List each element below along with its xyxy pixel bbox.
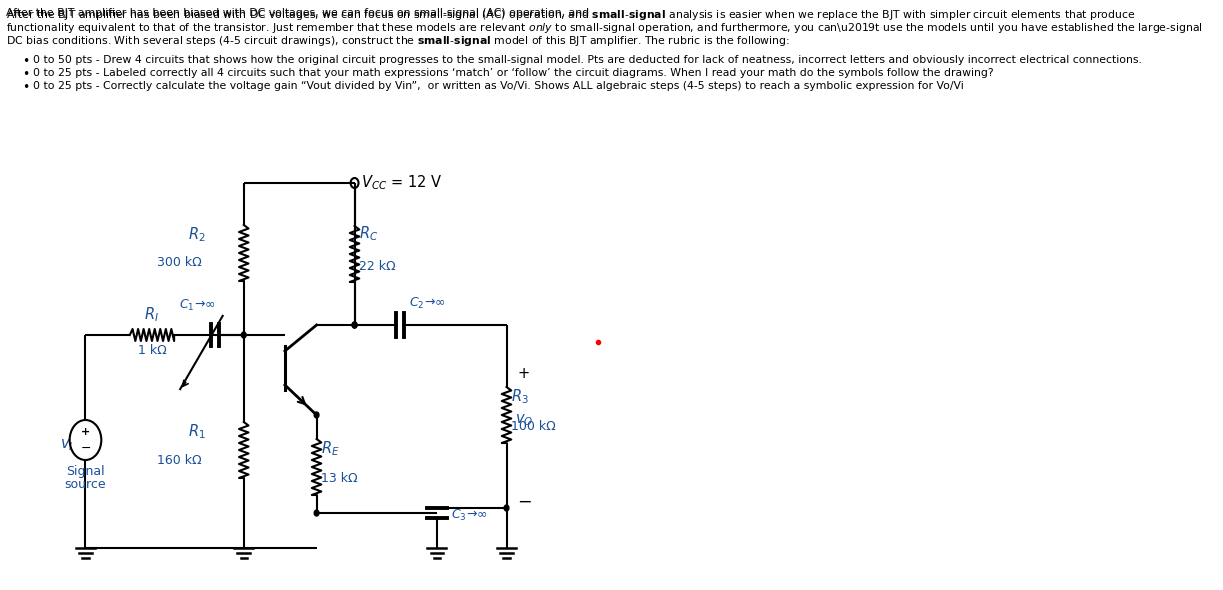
Text: $R_C$: $R_C$	[360, 225, 379, 243]
Circle shape	[241, 332, 246, 338]
Circle shape	[504, 505, 509, 511]
Text: $R_3$: $R_3$	[511, 388, 530, 407]
Text: After the BJT amplifier has been biased with DC voltages, we can focus on small-: After the BJT amplifier has been biased …	[6, 8, 593, 18]
Text: +: +	[517, 365, 530, 381]
Text: 1 kΩ: 1 kΩ	[137, 345, 166, 358]
Text: 0 to 25 pts - Correctly calculate the voltage gain “Vout divided by Vin”,  or wr: 0 to 25 pts - Correctly calculate the vo…	[33, 81, 964, 91]
Circle shape	[314, 510, 319, 516]
Text: 13 kΩ: 13 kΩ	[322, 473, 358, 486]
Text: functionality equivalent to that of the transistor. Just remember that these mod: functionality equivalent to that of the …	[6, 21, 1203, 35]
Text: $R_E$: $R_E$	[322, 440, 340, 458]
Text: source: source	[65, 477, 106, 490]
Text: $R_2$: $R_2$	[188, 225, 205, 244]
Text: After the BJT amplifier has been biased with DC voltages, we can focus on small-: After the BJT amplifier has been biased …	[6, 8, 1136, 22]
Text: $C_3\!\rightarrow\!\infty$: $C_3\!\rightarrow\!\infty$	[451, 507, 488, 523]
Text: •: •	[22, 68, 29, 81]
Text: $v_O$: $v_O$	[515, 412, 533, 428]
Text: 22 kΩ: 22 kΩ	[360, 260, 396, 273]
Text: $C_1\!\rightarrow\!\infty$: $C_1\!\rightarrow\!\infty$	[180, 297, 216, 313]
Text: $R_I$: $R_I$	[144, 306, 159, 324]
Text: $R_1$: $R_1$	[188, 422, 205, 441]
Text: 0 to 25 pts - Labeled correctly all 4 circuits such that your math expressions ‘: 0 to 25 pts - Labeled correctly all 4 ci…	[33, 68, 994, 78]
Text: 300 kΩ: 300 kΩ	[157, 257, 202, 270]
Circle shape	[352, 322, 357, 328]
Text: −: −	[516, 493, 531, 511]
Text: +: +	[81, 427, 91, 437]
Circle shape	[352, 322, 357, 328]
Text: •: •	[22, 81, 29, 94]
Text: $V_{CC}$ = 12 V: $V_{CC}$ = 12 V	[361, 173, 443, 192]
Text: Signal: Signal	[66, 466, 105, 478]
Text: 0 to 50 pts - Drew 4 circuits that shows how the original circuit progresses to : 0 to 50 pts - Drew 4 circuits that shows…	[33, 55, 1142, 65]
Text: •: •	[22, 55, 29, 68]
Text: DC bias conditions. With several steps (4-5 circuit drawings), construct the $\m: DC bias conditions. With several steps (…	[6, 34, 790, 48]
Text: 160 kΩ: 160 kΩ	[158, 454, 202, 467]
Text: $v_I$: $v_I$	[60, 437, 73, 453]
Text: −: −	[81, 441, 91, 454]
Circle shape	[314, 412, 319, 418]
Text: $C_2\!\rightarrow\!\infty$: $C_2\!\rightarrow\!\infty$	[410, 296, 446, 310]
Text: 100 kΩ: 100 kΩ	[511, 421, 556, 434]
